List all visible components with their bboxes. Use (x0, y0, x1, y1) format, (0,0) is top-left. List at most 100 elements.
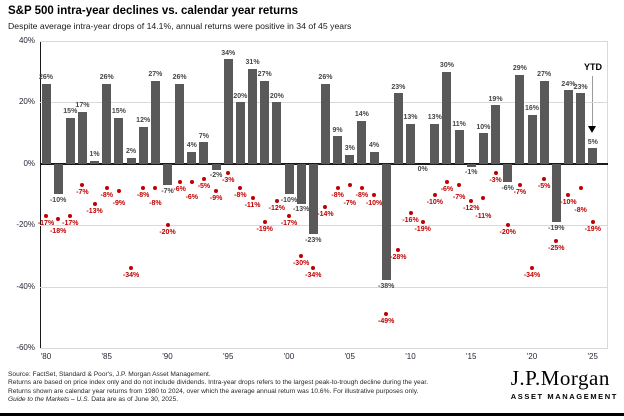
decline-label-2020: -34% (523, 272, 541, 280)
bar-label-1997: 31% (245, 59, 260, 67)
decline-dot-1998 (262, 220, 267, 225)
bar-1981 (53, 163, 63, 195)
decline-dot-2018 (505, 223, 510, 228)
gridline--40 (40, 286, 608, 288)
bar-2024 (576, 93, 586, 164)
bar-2001 (296, 163, 306, 204)
bar-2015 (466, 163, 476, 167)
x-tick-label-1980: '80 (40, 352, 52, 361)
decline-label-1985: -8% (100, 192, 113, 200)
bar-label-2017: 19% (488, 95, 503, 103)
plot-right-border (607, 41, 608, 348)
bar-2002 (308, 163, 318, 235)
decline-label-1997: -11% (244, 201, 261, 209)
x-tick-label-2025: '25 (587, 352, 598, 361)
gtm-citation: Guide to the Markets – U.S. (8, 395, 90, 403)
bar-label-2025: 5% (587, 138, 598, 146)
decline-label-2022: -25% (548, 244, 565, 252)
bar-label-2003: 26% (318, 74, 333, 82)
bar-2022 (551, 163, 561, 223)
decline-dot-2020 (530, 266, 534, 271)
decline-dot-1988 (141, 186, 146, 191)
bar-1984 (90, 160, 100, 164)
y-tick-label--60: -60% (16, 343, 35, 352)
bar-label-2020: 16% (524, 105, 539, 113)
decline-label-1980: -17% (37, 219, 55, 227)
decline-dot-2016 (481, 195, 486, 200)
bar-label-2010: 13% (403, 114, 418, 122)
bar-label-2013: 30% (439, 62, 454, 70)
x-tick-label-1990: '90 (162, 352, 173, 361)
decline-dot-2003 (323, 204, 328, 209)
bar-2023 (563, 90, 573, 164)
bar-1986 (114, 117, 124, 164)
decline-label-1995: -3% (222, 177, 235, 184)
decline-dot-1982 (68, 213, 73, 218)
bar-1990 (163, 163, 172, 186)
bar-2006 (357, 120, 367, 164)
decline-dot-2007 (372, 192, 377, 197)
decline-dot-1994 (214, 189, 219, 194)
decline-dot-2002 (311, 266, 316, 271)
bottom-rule (0, 413, 624, 416)
bar-label-2006: 14% (354, 111, 369, 119)
decline-label-2000: -17% (280, 219, 298, 227)
bar-1980 (41, 83, 51, 164)
gridline--20 (40, 225, 608, 227)
decline-dot-2014 (457, 183, 462, 188)
bar-label-2008: -38% (378, 282, 395, 290)
decline-dot-2022 (554, 238, 559, 243)
decline-dot-2000 (287, 213, 291, 218)
decline-label-1990: -20% (159, 229, 176, 237)
decline-label-2010: -16% (402, 216, 419, 224)
bar-2020 (527, 114, 537, 164)
x-tick-label-2010: '10 (405, 352, 416, 361)
bar-2010 (406, 123, 415, 164)
decline-dot-2004 (335, 186, 340, 191)
bar-label-1980: 26% (38, 74, 53, 82)
decline-dot-1986 (116, 189, 121, 194)
decline-label-2005: -7% (343, 200, 356, 208)
ytd-arrow-down-icon (588, 126, 596, 133)
decline-label-2018: -20% (499, 229, 516, 237)
decline-label-2016: -11% (475, 212, 492, 220)
bar-label-2019: 29% (512, 65, 527, 73)
bar-label-1989: 27% (148, 71, 163, 79)
bar-2000 (284, 163, 294, 195)
bar-label-2001: -13% (292, 206, 310, 214)
jpmorgan-logo: J.P.Morgan ASSET MANAGEMENT (511, 366, 618, 401)
decline-label-2009: -28% (390, 253, 407, 261)
decline-label-2007: -10% (365, 200, 383, 208)
bar-label-2012: 13% (427, 114, 442, 122)
bar-1987 (126, 157, 136, 164)
chart-title: S&P 500 intra-year declines vs. calendar… (8, 5, 298, 17)
bar-1985 (102, 83, 112, 164)
decline-label-2023: -10% (560, 198, 577, 206)
decline-label-1989: -8% (149, 200, 162, 208)
decline-dot-2024 (578, 186, 583, 191)
decline-dot-2005 (347, 183, 352, 188)
bar-label-1984: 1% (89, 151, 100, 159)
decline-dot-1987 (129, 266, 134, 271)
plot-area: YTD 40% 20% 0% -20% -40% -60% '80 '85 '90 '95 '00 '… (16, 36, 608, 361)
decline-dot-1983 (80, 183, 85, 188)
bar-2014 (454, 130, 464, 164)
bar-label-2023: 24% (561, 80, 576, 88)
bar-label-2021: 27% (537, 71, 552, 79)
decline-dot-1991 (177, 180, 182, 185)
bar-2009 (393, 93, 403, 164)
bar-2003 (320, 83, 330, 164)
bar-2008 (381, 163, 391, 281)
decline-label-1998: -19% (256, 226, 273, 234)
bar-label-2015: -1% (465, 169, 478, 177)
bar-1989 (150, 80, 160, 164)
bar-label-2018: -6% (501, 184, 514, 192)
bar-2019 (515, 74, 525, 164)
y-tick-label-0: 0% (23, 158, 35, 168)
decline-label-2006: -8% (355, 192, 369, 200)
decline-label-2015: -12% (463, 204, 480, 212)
decline-label-1987: -34% (122, 272, 140, 280)
bar-label-2016: 10% (476, 123, 491, 131)
jpmorgan-wordmark: J.P.Morgan (510, 366, 610, 390)
